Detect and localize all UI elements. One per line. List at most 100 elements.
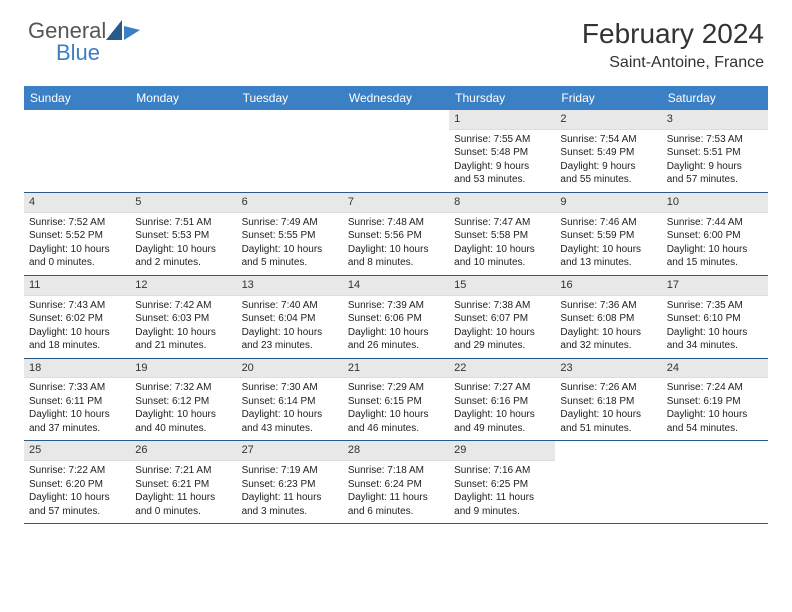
cell-sunrise: Sunrise: 7:49 AM	[242, 216, 338, 230]
cell-sunset: Sunset: 6:18 PM	[560, 395, 656, 409]
cell-daylight2: and 54 minutes.	[667, 422, 763, 436]
cell-date: 24	[662, 359, 768, 379]
calendar-cell: 8Sunrise: 7:47 AMSunset: 5:58 PMDaylight…	[449, 193, 555, 275]
cell-date: 27	[237, 441, 343, 461]
calendar-cell: 6Sunrise: 7:49 AMSunset: 5:55 PMDaylight…	[237, 193, 343, 275]
calendar-cell: 0	[343, 110, 449, 192]
cell-sunset: Sunset: 5:53 PM	[135, 229, 231, 243]
calendar-cell: 23Sunrise: 7:26 AMSunset: 6:18 PMDayligh…	[555, 359, 661, 441]
calendar-cell: 13Sunrise: 7:40 AMSunset: 6:04 PMDayligh…	[237, 276, 343, 358]
week-row: 18Sunrise: 7:33 AMSunset: 6:11 PMDayligh…	[24, 359, 768, 442]
cell-body: Sunrise: 7:52 AMSunset: 5:52 PMDaylight:…	[24, 213, 130, 275]
calendar-cell: 20Sunrise: 7:30 AMSunset: 6:14 PMDayligh…	[237, 359, 343, 441]
cell-body: Sunrise: 7:33 AMSunset: 6:11 PMDaylight:…	[24, 378, 130, 440]
calendar-cell: 0	[237, 110, 343, 192]
cell-daylight1: Daylight: 10 hours	[348, 243, 444, 257]
calendar: SundayMondayTuesdayWednesdayThursdayFrid…	[0, 86, 792, 524]
cell-sunrise: Sunrise: 7:42 AM	[135, 299, 231, 313]
cell-sunrise: Sunrise: 7:16 AM	[454, 464, 550, 478]
calendar-cell: 9Sunrise: 7:46 AMSunset: 5:59 PMDaylight…	[555, 193, 661, 275]
cell-body: Sunrise: 7:26 AMSunset: 6:18 PMDaylight:…	[555, 378, 661, 440]
day-header-cell: Monday	[130, 86, 236, 110]
cell-daylight1: Daylight: 10 hours	[454, 326, 550, 340]
cell-daylight1: Daylight: 10 hours	[135, 243, 231, 257]
cell-sunrise: Sunrise: 7:54 AM	[560, 133, 656, 147]
logo-text-blue: Blue	[56, 40, 106, 66]
cell-sunset: Sunset: 6:15 PM	[348, 395, 444, 409]
cell-sunrise: Sunrise: 7:38 AM	[454, 299, 550, 313]
cell-body: Sunrise: 7:54 AMSunset: 5:49 PMDaylight:…	[555, 130, 661, 192]
cell-daylight2: and 3 minutes.	[242, 505, 338, 519]
cell-sunset: Sunset: 5:49 PM	[560, 146, 656, 160]
cell-sunset: Sunset: 6:06 PM	[348, 312, 444, 326]
calendar-cell: 22Sunrise: 7:27 AMSunset: 6:16 PMDayligh…	[449, 359, 555, 441]
cell-body: Sunrise: 7:51 AMSunset: 5:53 PMDaylight:…	[130, 213, 236, 275]
cell-daylight2: and 40 minutes.	[135, 422, 231, 436]
cell-daylight2: and 29 minutes.	[454, 339, 550, 353]
cell-body: Sunrise: 7:47 AMSunset: 5:58 PMDaylight:…	[449, 213, 555, 275]
cell-daylight1: Daylight: 10 hours	[242, 243, 338, 257]
cell-date: 5	[130, 193, 236, 213]
weeks-container: 00001Sunrise: 7:55 AMSunset: 5:48 PMDayl…	[24, 110, 768, 524]
calendar-cell: 16Sunrise: 7:36 AMSunset: 6:08 PMDayligh…	[555, 276, 661, 358]
day-header-cell: Thursday	[449, 86, 555, 110]
day-header-cell: Wednesday	[343, 86, 449, 110]
cell-sunset: Sunset: 6:23 PM	[242, 478, 338, 492]
cell-sunset: Sunset: 5:59 PM	[560, 229, 656, 243]
cell-body: Sunrise: 7:30 AMSunset: 6:14 PMDaylight:…	[237, 378, 343, 440]
cell-body: Sunrise: 7:53 AMSunset: 5:51 PMDaylight:…	[662, 130, 768, 192]
day-header-cell: Friday	[555, 86, 661, 110]
cell-daylight1: Daylight: 10 hours	[560, 408, 656, 422]
cell-sunrise: Sunrise: 7:35 AM	[667, 299, 763, 313]
cell-sunrise: Sunrise: 7:33 AM	[29, 381, 125, 395]
calendar-cell: 19Sunrise: 7:32 AMSunset: 6:12 PMDayligh…	[130, 359, 236, 441]
cell-date: 10	[662, 193, 768, 213]
calendar-cell: 18Sunrise: 7:33 AMSunset: 6:11 PMDayligh…	[24, 359, 130, 441]
calendar-cell: 2Sunrise: 7:54 AMSunset: 5:49 PMDaylight…	[555, 110, 661, 192]
cell-sunset: Sunset: 5:52 PM	[29, 229, 125, 243]
cell-daylight2: and 46 minutes.	[348, 422, 444, 436]
cell-sunset: Sunset: 6:02 PM	[29, 312, 125, 326]
cell-daylight1: Daylight: 10 hours	[667, 408, 763, 422]
cell-sunset: Sunset: 6:11 PM	[29, 395, 125, 409]
calendar-cell: 3Sunrise: 7:53 AMSunset: 5:51 PMDaylight…	[662, 110, 768, 192]
cell-daylight2: and 43 minutes.	[242, 422, 338, 436]
calendar-cell: 11Sunrise: 7:43 AMSunset: 6:02 PMDayligh…	[24, 276, 130, 358]
cell-sunrise: Sunrise: 7:47 AM	[454, 216, 550, 230]
cell-date: 16	[555, 276, 661, 296]
cell-sunset: Sunset: 5:55 PM	[242, 229, 338, 243]
cell-daylight1: Daylight: 10 hours	[560, 326, 656, 340]
calendar-cell: 4Sunrise: 7:52 AMSunset: 5:52 PMDaylight…	[24, 193, 130, 275]
cell-sunset: Sunset: 6:21 PM	[135, 478, 231, 492]
cell-body: Sunrise: 7:18 AMSunset: 6:24 PMDaylight:…	[343, 461, 449, 523]
cell-daylight1: Daylight: 11 hours	[348, 491, 444, 505]
cell-date: 26	[130, 441, 236, 461]
cell-sunset: Sunset: 5:58 PM	[454, 229, 550, 243]
cell-daylight2: and 55 minutes.	[560, 173, 656, 187]
cell-daylight2: and 53 minutes.	[454, 173, 550, 187]
cell-daylight1: Daylight: 9 hours	[454, 160, 550, 174]
calendar-cell: 0	[24, 110, 130, 192]
cell-date: 21	[343, 359, 449, 379]
cell-daylight1: Daylight: 10 hours	[29, 491, 125, 505]
cell-date: 11	[24, 276, 130, 296]
cell-date: 7	[343, 193, 449, 213]
cell-daylight2: and 32 minutes.	[560, 339, 656, 353]
calendar-cell: 7Sunrise: 7:48 AMSunset: 5:56 PMDaylight…	[343, 193, 449, 275]
calendar-cell: 26Sunrise: 7:21 AMSunset: 6:21 PMDayligh…	[130, 441, 236, 523]
cell-sunrise: Sunrise: 7:51 AM	[135, 216, 231, 230]
cell-daylight1: Daylight: 10 hours	[454, 243, 550, 257]
cell-sunset: Sunset: 6:03 PM	[135, 312, 231, 326]
calendar-cell: 5Sunrise: 7:51 AMSunset: 5:53 PMDaylight…	[130, 193, 236, 275]
cell-body: Sunrise: 7:24 AMSunset: 6:19 PMDaylight:…	[662, 378, 768, 440]
cell-body: Sunrise: 7:46 AMSunset: 5:59 PMDaylight:…	[555, 213, 661, 275]
cell-sunrise: Sunrise: 7:24 AM	[667, 381, 763, 395]
calendar-cell: 0	[130, 110, 236, 192]
cell-daylight2: and 6 minutes.	[348, 505, 444, 519]
cell-body: Sunrise: 7:21 AMSunset: 6:21 PMDaylight:…	[130, 461, 236, 523]
calendar-cell: 27Sunrise: 7:19 AMSunset: 6:23 PMDayligh…	[237, 441, 343, 523]
location: Saint-Antoine, France	[582, 54, 764, 72]
cell-date: 19	[130, 359, 236, 379]
day-header-cell: Saturday	[662, 86, 768, 110]
cell-body: Sunrise: 7:22 AMSunset: 6:20 PMDaylight:…	[24, 461, 130, 523]
